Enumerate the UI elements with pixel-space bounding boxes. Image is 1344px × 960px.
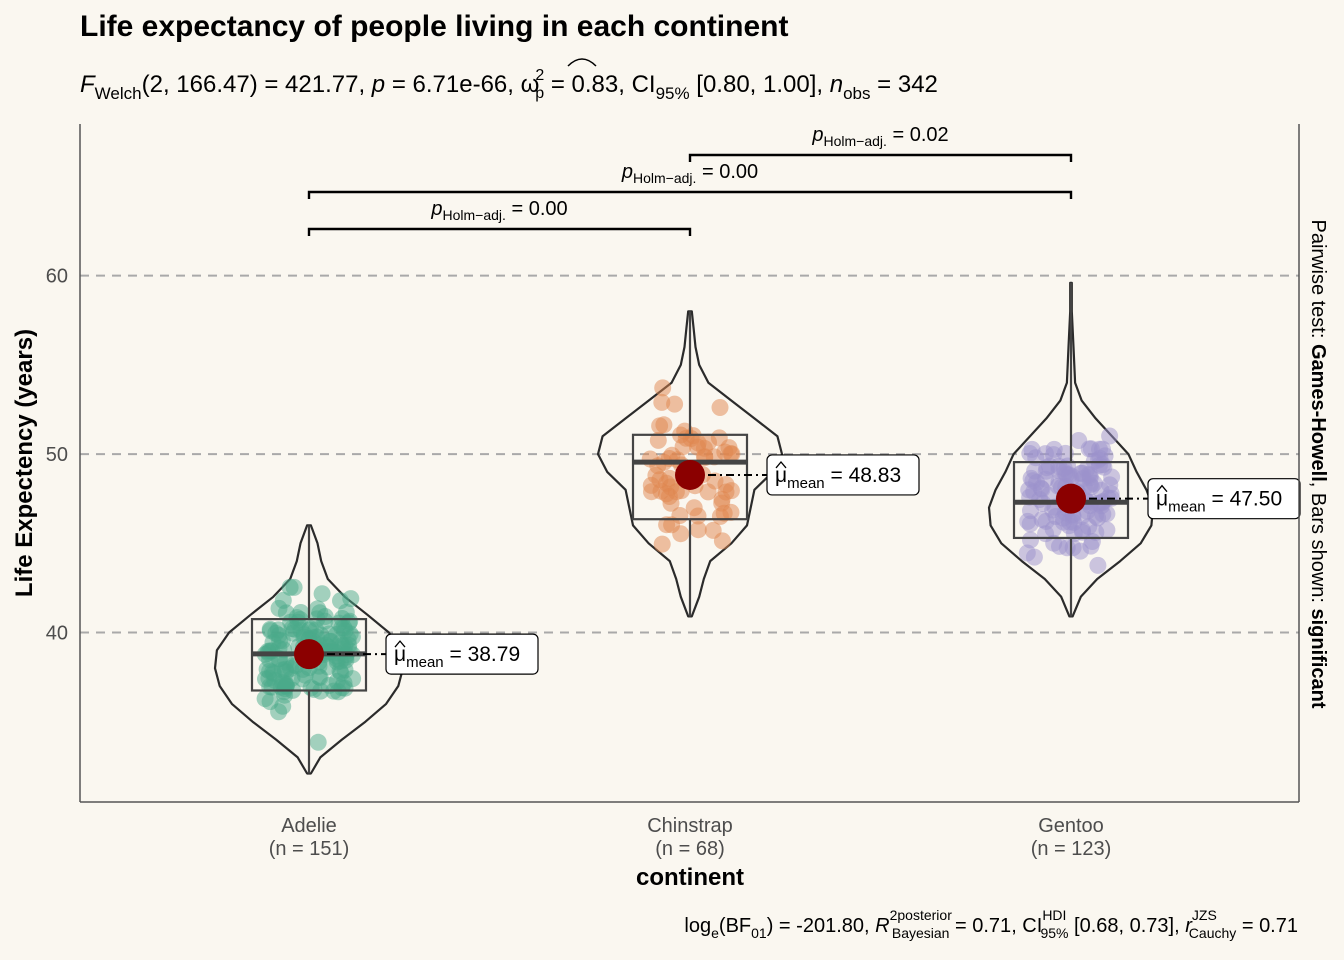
y-tick-label: 50 — [46, 444, 68, 466]
data-point — [329, 683, 347, 701]
x-tick-n-label: (n = 123) — [1031, 838, 1112, 860]
data-point — [666, 395, 684, 413]
data-point — [1018, 544, 1036, 562]
chart-title: Life expectancy of people living in each… — [80, 10, 788, 43]
data-point — [1082, 440, 1100, 458]
x-tick-label: Adelie — [281, 815, 337, 837]
mean-label-box — [1147, 478, 1301, 520]
data-point — [663, 516, 681, 534]
data-point — [649, 431, 667, 449]
data-point — [653, 393, 671, 411]
data-point — [1022, 502, 1039, 520]
x-tick-label: Gentoo — [1038, 815, 1104, 837]
data-point — [711, 399, 729, 416]
data-point — [264, 663, 282, 681]
jitter-points — [256, 379, 1121, 751]
data-point — [653, 535, 671, 553]
mean-label-box — [385, 633, 539, 675]
data-point — [651, 471, 669, 489]
mu-hat — [1156, 484, 1168, 493]
y-tick-label: 40 — [46, 623, 68, 645]
data-point — [270, 599, 288, 617]
violin-adelie — [213, 524, 405, 775]
data-point — [1089, 556, 1107, 574]
data-point — [1045, 440, 1063, 458]
data-point — [1085, 474, 1103, 492]
data-point — [1089, 509, 1107, 527]
pairwise-bracket — [307, 190, 1073, 199]
violin-chinstrap — [596, 310, 784, 618]
y-axis-title: Life Expectency (years) — [11, 329, 38, 597]
data-point — [340, 636, 358, 654]
x-tick-n-label: (n = 151) — [269, 838, 350, 860]
data-point — [261, 620, 279, 638]
mean-point — [294, 639, 324, 670]
pairwise-label: pHolm−adj. = 0.02 — [811, 124, 948, 149]
data-point — [1024, 472, 1042, 490]
data-point — [294, 670, 311, 688]
data-point — [654, 379, 672, 397]
y-tick-labels: 40 50 60 — [46, 266, 68, 645]
data-point — [274, 697, 292, 715]
data-point — [700, 433, 717, 451]
data-point — [1050, 457, 1068, 475]
data-point — [704, 521, 722, 539]
x-tick-labels: Adelie(n = 151) Chinstrap(n = 68) Gentoo(n… — [269, 815, 1112, 860]
pairwise-bracket — [307, 227, 692, 236]
pairwise-caption: Pairwise test: Games-Howell, Bars shown:… — [1307, 219, 1329, 708]
mean-label-gentoo: μmean = 47.50 — [1156, 488, 1282, 516]
data-point — [1101, 427, 1119, 445]
chart-subtitle: FWelch(2, 166.47) = 421.77, p = 6.71e-66… — [80, 67, 938, 103]
data-point — [1065, 525, 1083, 542]
pairwise-label: pHolm−adj. = 0.00 — [430, 198, 567, 223]
data-point — [1037, 512, 1055, 530]
mean-label-chinstrap: μmean = 48.83 — [775, 464, 901, 492]
mean-markers: μmean = 38.79 μmean = 48.83 μmean = 47.50 — [294, 454, 1301, 675]
data-point — [689, 521, 707, 539]
data-point — [674, 438, 692, 456]
mu-hat — [775, 460, 787, 469]
data-point — [1022, 531, 1039, 549]
data-point — [1082, 537, 1100, 555]
data-point — [328, 653, 346, 671]
data-point — [313, 585, 331, 603]
mean-point — [675, 459, 705, 490]
data-point — [1101, 476, 1119, 494]
pairwise-brackets: pHolm−adj. = 0.00 pHolm−adj. = 0.00 pHolm−… — [307, 124, 1073, 236]
x-tick-n-label: (n = 68) — [655, 838, 724, 860]
data-point — [286, 620, 304, 638]
data-point — [722, 445, 740, 463]
box-chinstrap — [631, 433, 749, 521]
mean-label-box — [766, 454, 920, 496]
data-point — [309, 733, 327, 751]
mu-hat — [394, 640, 406, 648]
pairwise-label: pHolm−adj. = 0.00 — [621, 161, 758, 186]
x-axis-title: continent — [636, 864, 744, 891]
mean-label-adelie: μmean = 38.79 — [394, 643, 520, 671]
data-point — [276, 675, 294, 693]
data-point — [1098, 521, 1116, 539]
data-point — [685, 499, 703, 517]
data-point — [285, 578, 303, 596]
data-point — [651, 417, 669, 435]
bayes-caption: loge(BF01) = -201.80, R2posterior Bayesia… — [684, 907, 1298, 941]
x-tick-label: Chinstrap — [647, 815, 733, 837]
y-tick-label: 60 — [46, 266, 68, 288]
data-point — [706, 472, 724, 490]
mean-point — [1056, 483, 1086, 514]
data-point — [711, 507, 729, 525]
omega-hat — [567, 58, 597, 67]
data-point — [1023, 440, 1041, 458]
pairwise-bracket — [688, 153, 1073, 162]
